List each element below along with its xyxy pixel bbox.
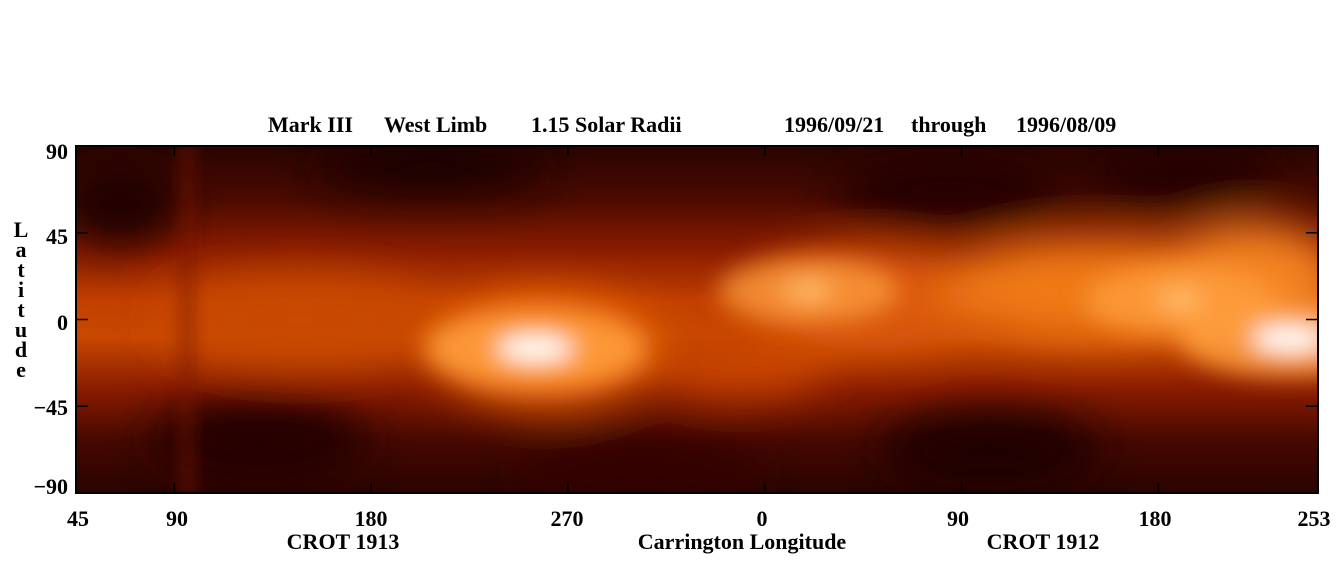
xtick-label-45: 45 (67, 506, 89, 531)
y-axis-label-char: t (17, 257, 25, 282)
title-date-end: 1996/08/09 (1016, 112, 1117, 137)
ytick-label-minus90: −90 (33, 474, 68, 499)
axis-ticks (75, 145, 1319, 494)
y-axis-label-char: u (14, 317, 28, 342)
xtick-label-90: 90 (166, 506, 188, 531)
title-limb: West Limb (384, 112, 488, 137)
crot-left-label: CROT 1913 (286, 529, 400, 554)
xtick-label-0: 0 (756, 506, 768, 531)
title-height: 1.15 Solar Radii (531, 112, 682, 137)
chart-title: Mark III West Limb 1.15 Solar Radii 1996… (0, 112, 1344, 138)
x-axis-label: Carrington Longitude (637, 529, 847, 554)
hotspot-core (784, 280, 833, 301)
hotspot-core (1251, 324, 1318, 353)
y-axis-label-char: a (15, 237, 27, 262)
y-axis-label-char: L (13, 217, 29, 242)
ytick-label-90: 90 (46, 139, 68, 164)
hotspot-core (497, 334, 574, 363)
vertical-seam (176, 146, 198, 493)
y-axis-label-char: e (16, 357, 26, 382)
y-axis-label-char: t (17, 297, 25, 322)
xtick-label-180: 180 (354, 506, 388, 531)
xtick-label-270: 270 (550, 506, 584, 531)
title-instrument: Mark III (268, 112, 353, 137)
ytick-label-0: 0 (57, 310, 68, 335)
crot-right-label: CROT 1912 (986, 529, 1100, 554)
heatmap-image (76, 146, 1318, 493)
y-axis-label-char: i (17, 277, 25, 302)
ytick-label-minus45: −45 (33, 395, 68, 420)
title-date-start: 1996/09/21 (784, 112, 885, 137)
y-axis-label-char: d (14, 337, 28, 362)
xtick-label-180b: 180 (1138, 506, 1172, 531)
xtick-label-90b: 90 (947, 506, 969, 531)
title-through: through (911, 112, 987, 137)
xtick-label-253: 253 (1297, 506, 1331, 531)
hotspot-core (1156, 290, 1205, 311)
hotspot-layer (425, 258, 1318, 387)
ytick-label-45: 45 (46, 224, 68, 249)
